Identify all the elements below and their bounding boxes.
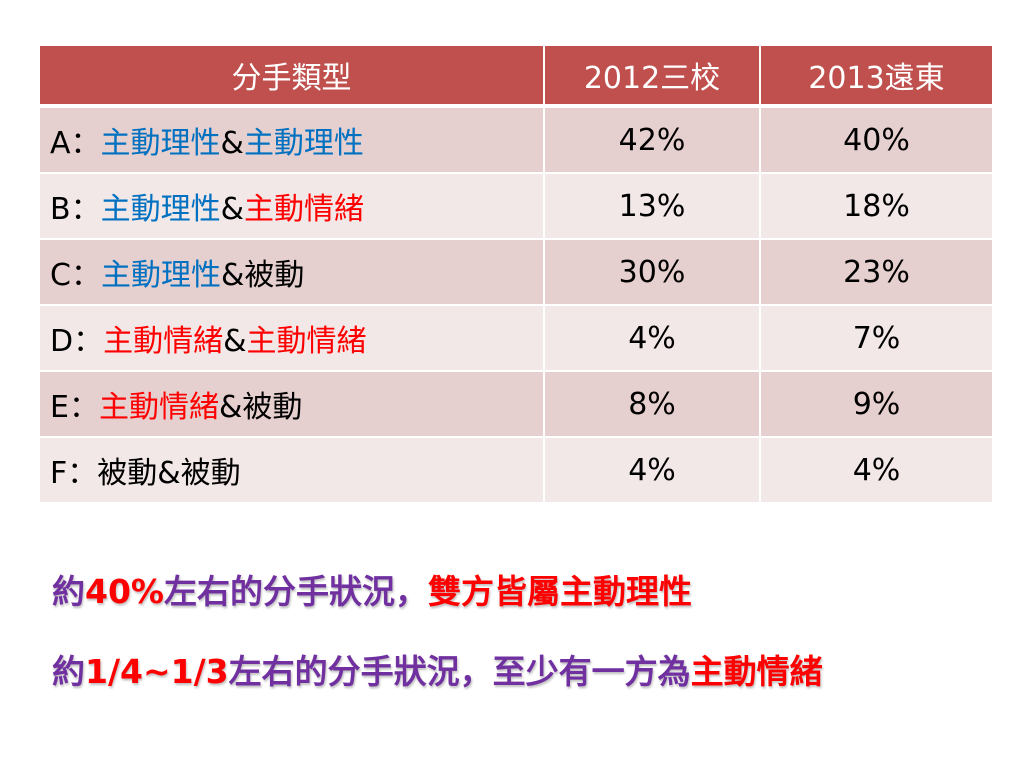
summary-text: 左右的分手狀況，至少有一方為 — [228, 652, 691, 691]
summary-text: 約 — [52, 652, 85, 691]
type-prefix: C： — [50, 258, 101, 293]
value-2012-cell: 13% — [544, 173, 761, 240]
summary-line-2: 約1/4~1/3左右的分手狀況，至少有一方為主動情緒 — [52, 645, 823, 693]
table-row: C：主動理性&被動 30% 23% — [40, 239, 992, 306]
value-2012-cell: 8% — [544, 371, 761, 438]
summary-text: 約 — [52, 572, 85, 611]
table-header-row: 分手類型 2012三校 2013遠東 — [40, 46, 992, 108]
value-2012-cell: 4% — [544, 437, 761, 504]
value-2012-cell: 42% — [544, 106, 761, 174]
table-row: A：主動理性&主動理性 42% 40% — [40, 106, 992, 174]
type-part: &被動 — [218, 390, 303, 425]
value-2013-cell: 23% — [760, 239, 992, 306]
value-2012-cell: 4% — [544, 305, 761, 372]
type-prefix: F： — [50, 456, 98, 491]
type-part: 主動理性 — [100, 258, 221, 293]
summary-highlight: 40% — [85, 572, 164, 611]
type-part: 被動&被動 — [97, 456, 241, 491]
table-row: E：主動情緒&被動 8% 9% — [40, 371, 992, 438]
type-cell: C：主動理性&被動 — [40, 239, 545, 306]
type-part: & — [223, 324, 247, 359]
type-part: & — [220, 126, 244, 161]
type-prefix: A： — [50, 126, 101, 161]
type-prefix: B： — [50, 192, 101, 227]
summary-highlight: 1/4~1/3 — [85, 652, 229, 691]
table-row: B：主動理性&主動情緒 13% 18% — [40, 173, 992, 240]
type-part: 主動理性 — [100, 126, 221, 161]
header-breakup-type: 分手類型 — [40, 46, 545, 108]
type-prefix: D： — [50, 324, 104, 359]
type-part: & — [220, 192, 244, 227]
type-part: 主動理性 — [243, 126, 364, 161]
value-2013-cell: 40% — [760, 106, 992, 174]
header-2013: 2013遠東 — [760, 46, 992, 108]
type-part: 主動情緒 — [244, 192, 364, 227]
summary-highlight: 主動理性 — [560, 572, 692, 611]
table-body: A：主動理性&主動理性 42% 40% B：主動理性&主動情緒 13% 18% … — [40, 106, 992, 504]
type-cell: B：主動理性&主動情緒 — [40, 173, 545, 240]
header-2012: 2012三校 — [544, 46, 761, 108]
type-part: &被動 — [220, 258, 305, 293]
breakup-type-table: 分手類型 2012三校 2013遠東 A：主動理性&主動理性 42% 40% B… — [40, 46, 992, 504]
type-part: 主動情緒 — [246, 324, 367, 359]
type-cell: F：被動&被動 — [40, 437, 545, 504]
type-part: 主動理性 — [100, 192, 221, 227]
value-2013-cell: 9% — [760, 371, 992, 438]
value-2013-cell: 18% — [760, 173, 992, 240]
type-cell: A：主動理性&主動理性 — [40, 106, 545, 174]
type-prefix: E： — [50, 390, 99, 425]
value-2013-cell: 7% — [760, 305, 992, 372]
summary-text: 左右的分手狀況， — [164, 572, 428, 611]
summary-line-1: 約40%左右的分手狀況，雙方皆屬主動理性 — [52, 565, 692, 613]
type-cell: E：主動情緒&被動 — [40, 371, 545, 438]
type-part: 主動情緒 — [98, 390, 219, 425]
table-row: F：被動&被動 4% 4% — [40, 437, 992, 504]
value-2013-cell: 4% — [760, 437, 992, 504]
type-cell: D：主動情緒&主動情緒 — [40, 305, 545, 372]
summary-highlight: 雙方皆屬 — [428, 572, 560, 611]
type-part: 主動情緒 — [103, 324, 224, 359]
value-2012-cell: 30% — [544, 239, 761, 306]
summary-highlight: 主動情緒 — [690, 652, 823, 691]
table-row: D：主動情緒&主動情緒 4% 7% — [40, 305, 992, 372]
